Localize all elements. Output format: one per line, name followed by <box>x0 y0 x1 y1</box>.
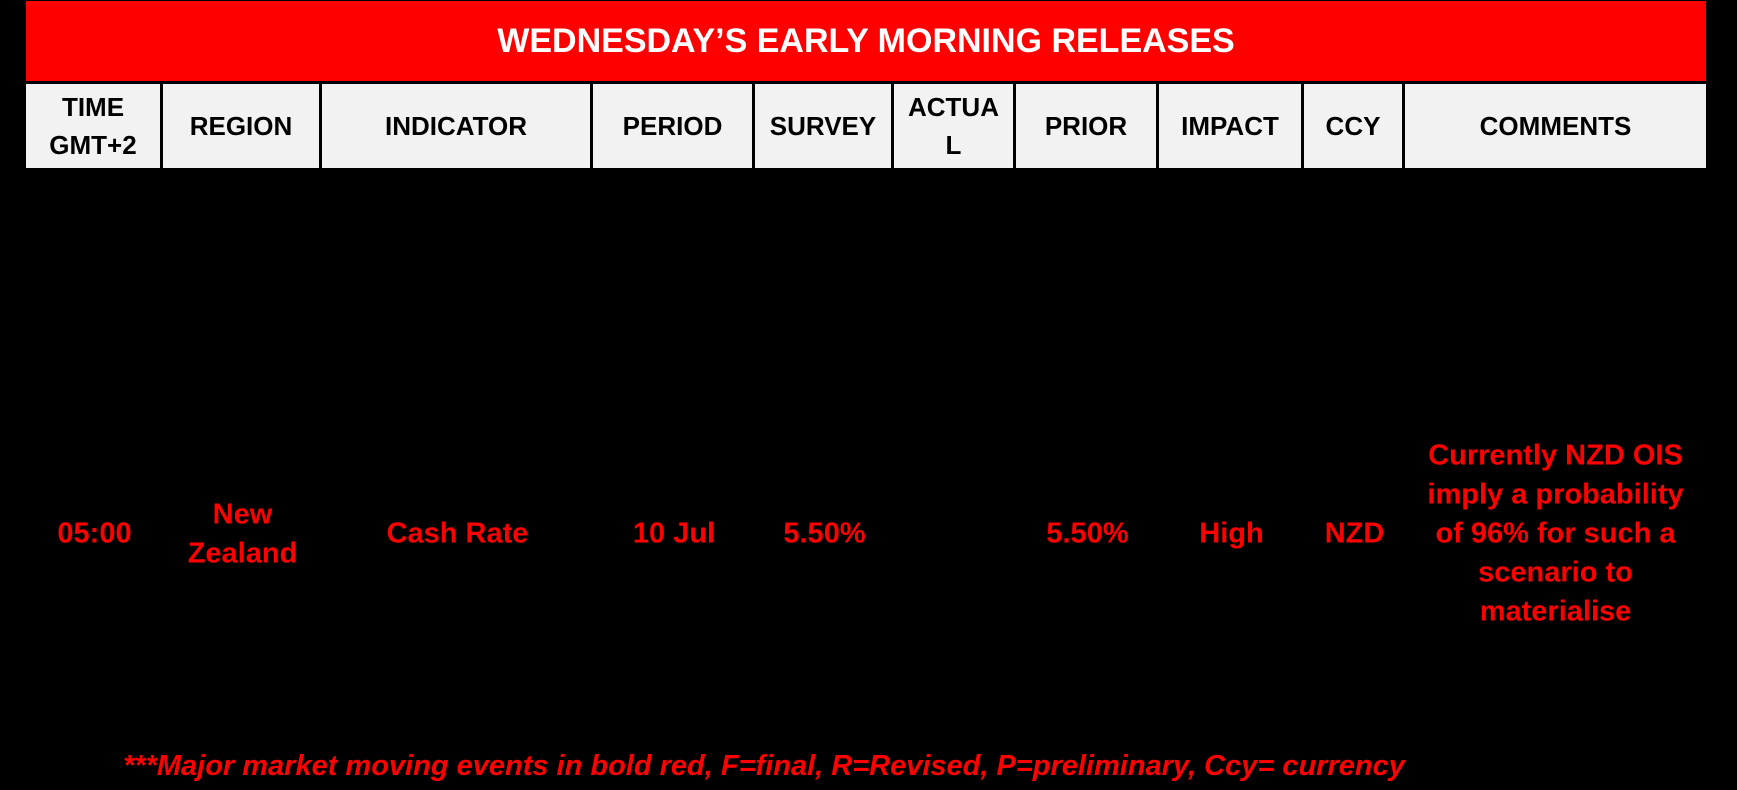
header-prior: PRIOR <box>1016 84 1159 168</box>
table-body: 05:00 New Zealand Cash Rate 10 Jul 5.50%… <box>26 168 1706 753</box>
cell-period: 10 Jul <box>632 517 716 550</box>
header-ccy: CCY <box>1304 84 1405 168</box>
cell-survey: 5.50% <box>783 517 866 550</box>
header-impact: IMPACT <box>1159 84 1304 168</box>
cell-indicator: Cash Rate <box>386 517 529 550</box>
cell-time: 05:00 <box>57 517 132 550</box>
header-time: TIME GMT+2 <box>26 84 163 168</box>
header-region: REGION <box>163 84 322 168</box>
cell-region: New Zealand <box>187 498 298 569</box>
cell-prior: 5.50% <box>1046 517 1129 550</box>
cell-actual <box>894 437 1016 632</box>
table-row: 05:00 New Zealand Cash Rate 10 Jul 5.50%… <box>26 437 1706 632</box>
header-survey: SURVEY <box>755 84 894 168</box>
table-title: WEDNESDAY’S EARLY MORNING RELEASES <box>497 21 1235 60</box>
cell-comments: Currently NZD OIS imply a probability of… <box>1427 439 1684 628</box>
header-period: PERIOD <box>593 84 755 168</box>
releases-table: WEDNESDAY’S EARLY MORNING RELEASES TIME … <box>26 1 1706 753</box>
table-title-bar: WEDNESDAY’S EARLY MORNING RELEASES <box>26 1 1706 81</box>
header-indicator: INDICATOR <box>322 84 593 168</box>
cell-ccy: NZD <box>1324 517 1385 550</box>
table-header-row: TIME GMT+2 REGION INDICATOR PERIOD SURVE… <box>26 81 1706 168</box>
cell-impact: High <box>1199 517 1264 550</box>
legend-footnote: ***Major market moving events in bold re… <box>123 750 1405 782</box>
header-comments: COMMENTS <box>1405 84 1706 168</box>
header-actual: ACTUA L <box>894 84 1016 168</box>
